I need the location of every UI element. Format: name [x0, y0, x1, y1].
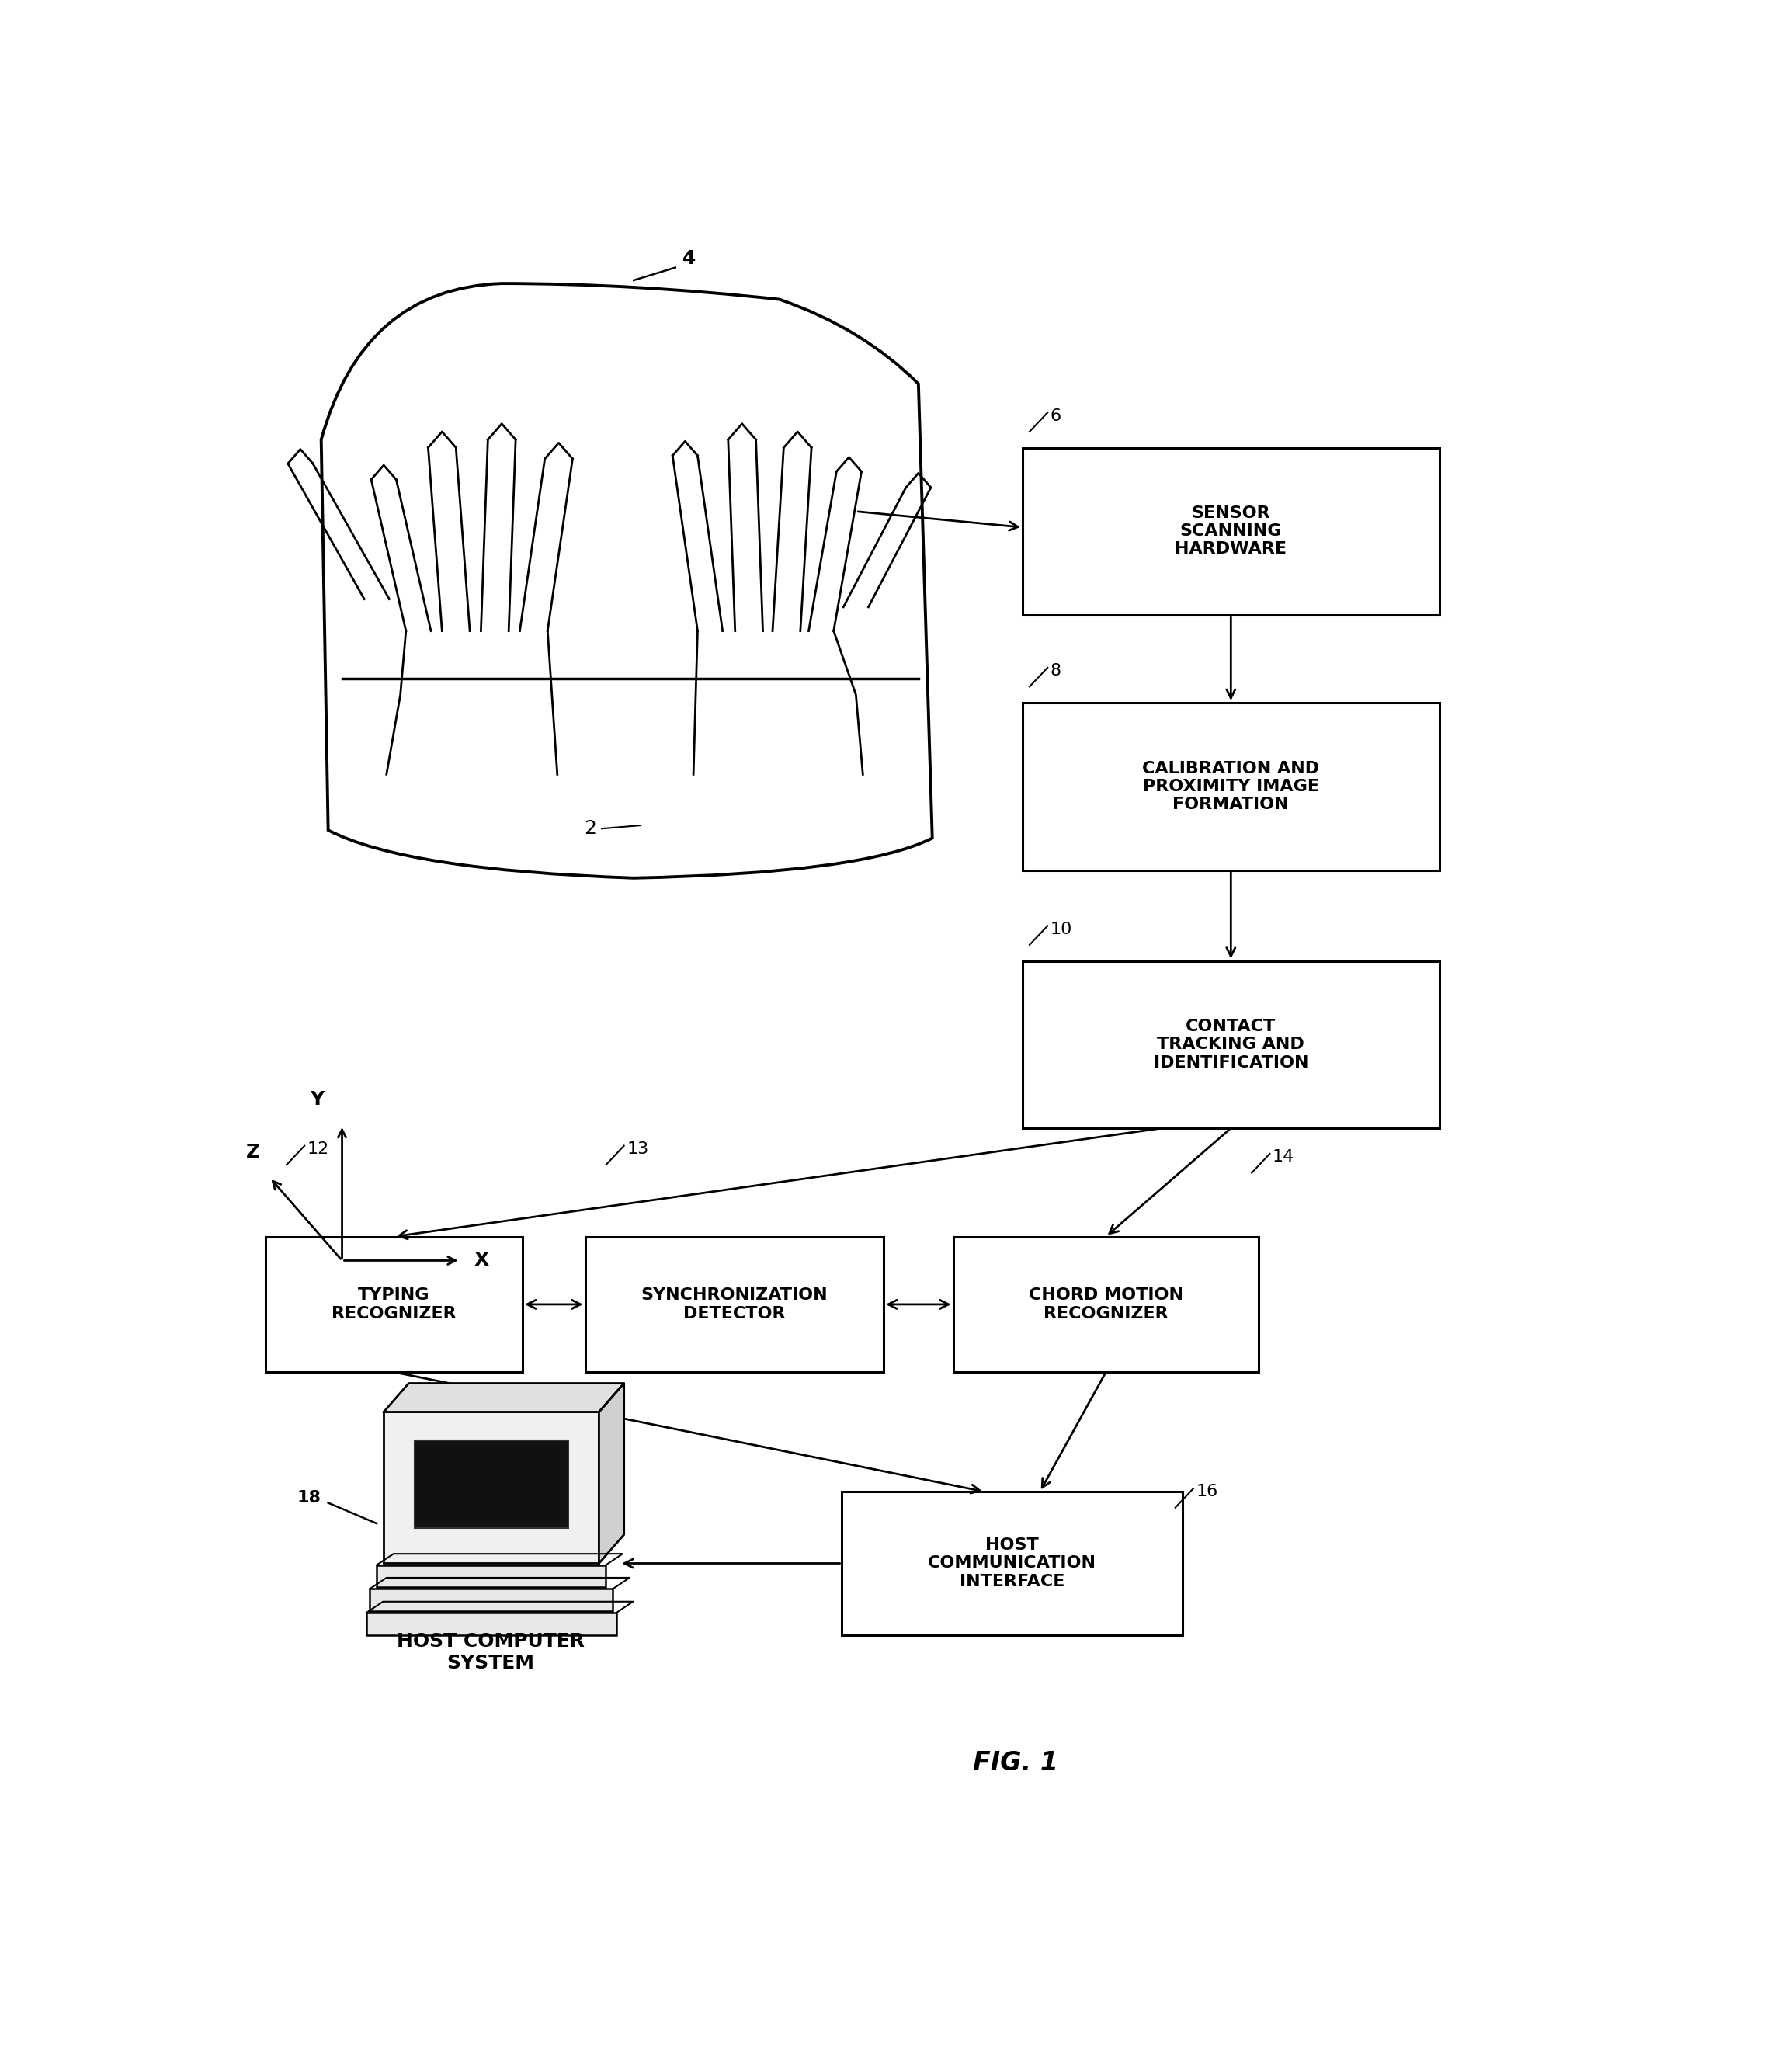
Text: 10: 10: [1050, 921, 1072, 938]
Text: 14: 14: [1272, 1149, 1294, 1165]
Bar: [369, 1590, 613, 1610]
Text: 16: 16: [1197, 1484, 1219, 1499]
Text: HOST
COMMUNICATION
INTERFACE: HOST COMMUNICATION INTERFACE: [928, 1538, 1097, 1590]
Bar: [1023, 702, 1439, 869]
Text: Y: Y: [310, 1091, 324, 1110]
Bar: [842, 1492, 1183, 1635]
Text: Z: Z: [246, 1143, 260, 1161]
Text: SYNCHRONIZATION
DETECTOR: SYNCHRONIZATION DETECTOR: [642, 1288, 828, 1321]
Text: 13: 13: [627, 1141, 649, 1157]
Bar: [383, 1412, 599, 1563]
Text: TYPING
RECOGNIZER: TYPING RECOGNIZER: [332, 1288, 457, 1321]
Text: SENSOR
SCANNING
HARDWARE: SENSOR SCANNING HARDWARE: [1176, 505, 1287, 557]
Bar: [366, 1613, 616, 1635]
Bar: [584, 1236, 883, 1372]
Bar: [414, 1441, 568, 1528]
Text: 8: 8: [1050, 662, 1061, 679]
Bar: [1023, 447, 1439, 615]
Text: 18: 18: [297, 1490, 321, 1505]
Text: CONTACT
TRACKING AND
IDENTIFICATION: CONTACT TRACKING AND IDENTIFICATION: [1154, 1018, 1308, 1070]
Text: X: X: [473, 1250, 489, 1269]
Text: CALIBRATION AND
PROXIMITY IMAGE
FORMATION: CALIBRATION AND PROXIMITY IMAGE FORMATIO…: [1142, 760, 1319, 811]
Polygon shape: [383, 1383, 624, 1412]
Text: 6: 6: [1050, 408, 1061, 424]
Text: FIG. 1: FIG. 1: [973, 1749, 1059, 1776]
Bar: [1023, 960, 1439, 1128]
Text: 2: 2: [584, 820, 597, 838]
Text: 12: 12: [308, 1141, 330, 1157]
Text: CHORD MOTION
RECOGNIZER: CHORD MOTION RECOGNIZER: [1029, 1288, 1183, 1321]
Bar: [953, 1236, 1258, 1372]
Text: 4: 4: [683, 248, 695, 267]
Polygon shape: [599, 1383, 624, 1563]
Bar: [265, 1236, 523, 1372]
Text: HOST COMPUTER
SYSTEM: HOST COMPUTER SYSTEM: [396, 1631, 584, 1673]
Bar: [376, 1565, 606, 1588]
